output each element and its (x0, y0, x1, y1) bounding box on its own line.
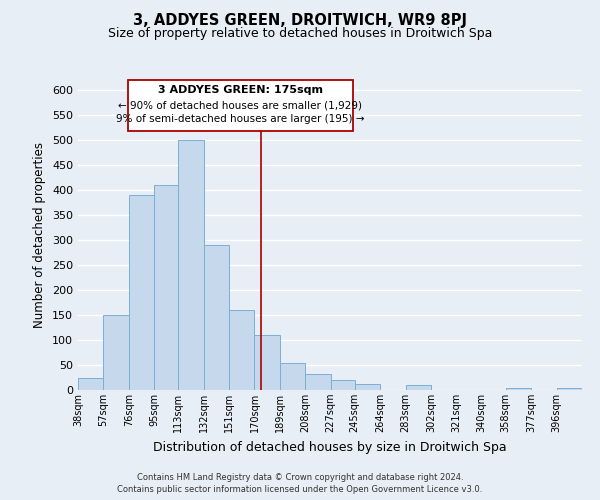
Text: ← 90% of detached houses are smaller (1,929): ← 90% of detached houses are smaller (1,… (118, 100, 362, 110)
Bar (557, 388, 582, 390)
Bar (506, 388, 531, 390)
Bar (178, 140, 203, 390)
Bar (203, 245, 229, 390)
Text: 3, ADDYES GREEN, DROITWICH, WR9 8PJ: 3, ADDYES GREEN, DROITWICH, WR9 8PJ (133, 12, 467, 28)
Bar (78, 378, 103, 390)
Bar (406, 385, 431, 390)
Text: Size of property relative to detached houses in Droitwich Spa: Size of property relative to detached ho… (108, 28, 492, 40)
Y-axis label: Number of detached properties: Number of detached properties (34, 142, 46, 328)
Text: 9% of semi-detached houses are larger (195) →: 9% of semi-detached houses are larger (1… (116, 114, 365, 124)
Bar (254, 335, 280, 390)
Bar (355, 384, 380, 390)
Bar (154, 185, 178, 390)
Bar (229, 310, 254, 390)
Bar (103, 315, 129, 390)
Text: 3 ADDYES GREEN: 175sqm: 3 ADDYES GREEN: 175sqm (158, 85, 323, 95)
Bar (331, 380, 355, 390)
Bar (305, 374, 331, 390)
Bar (129, 195, 154, 390)
Text: Contains public sector information licensed under the Open Government Licence v3: Contains public sector information licen… (118, 485, 482, 494)
X-axis label: Distribution of detached houses by size in Droitwich Spa: Distribution of detached houses by size … (153, 440, 507, 454)
Text: Contains HM Land Registry data © Crown copyright and database right 2024.: Contains HM Land Registry data © Crown c… (137, 472, 463, 482)
Bar (280, 362, 305, 390)
